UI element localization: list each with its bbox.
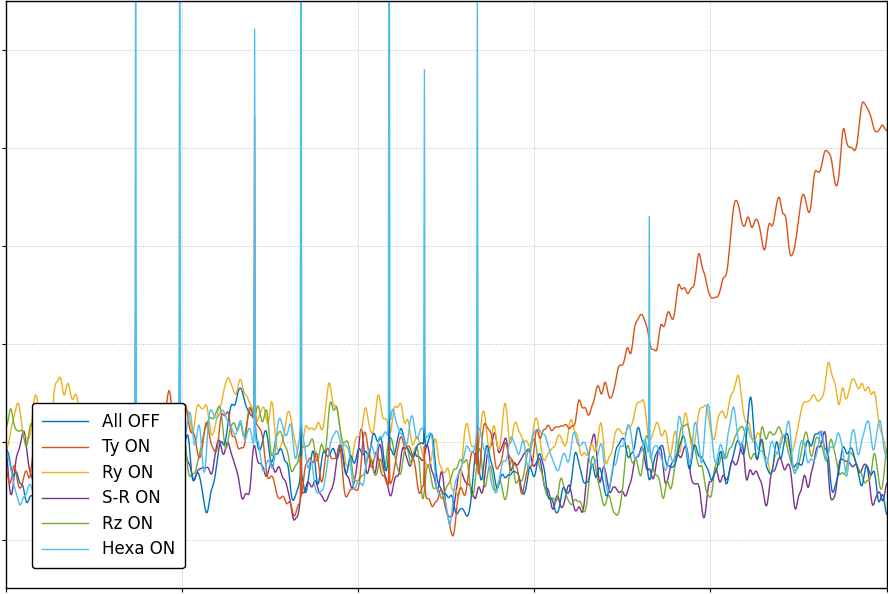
- Line: Rz ON: Rz ON: [5, 402, 886, 515]
- Ry ON: [881, 448, 888, 455]
- Rz ON: [881, 446, 888, 453]
- Rz ON: [482, 470, 493, 478]
- Hexa ON: [444, 521, 455, 528]
- All OFF: [483, 446, 494, 453]
- Hexa ON: [0, 451, 11, 459]
- Hexa ON: [117, 432, 128, 440]
- S-R ON: [150, 486, 161, 493]
- Ry ON: [464, 431, 474, 438]
- S-R ON: [0, 443, 11, 450]
- Ry ON: [148, 439, 159, 446]
- Ry ON: [383, 420, 393, 427]
- All OFF: [0, 446, 11, 453]
- Hexa ON: [148, 469, 159, 476]
- All OFF: [383, 452, 393, 459]
- Rz ON: [117, 461, 128, 468]
- Ty ON: [482, 425, 493, 432]
- Rz ON: [148, 433, 159, 440]
- Ty ON: [881, 127, 888, 134]
- Hexa ON: [464, 447, 475, 454]
- All OFF: [462, 513, 472, 520]
- Ty ON: [117, 446, 128, 453]
- Rz ON: [0, 424, 11, 431]
- Ry ON: [823, 359, 834, 366]
- S-R ON: [483, 446, 494, 453]
- Ty ON: [148, 446, 159, 453]
- S-R ON: [384, 489, 394, 497]
- Ty ON: [858, 99, 868, 106]
- All OFF: [117, 447, 128, 454]
- Ty ON: [0, 466, 11, 473]
- Line: S-R ON: S-R ON: [5, 425, 886, 539]
- All OFF: [297, 479, 308, 486]
- Line: Ry ON: Ry ON: [5, 362, 886, 496]
- Rz ON: [383, 440, 393, 447]
- Hexa ON: [881, 453, 888, 460]
- Ry ON: [0, 449, 11, 456]
- Rz ON: [325, 399, 336, 406]
- All OFF: [881, 511, 888, 518]
- Ty ON: [464, 463, 474, 470]
- S-R ON: [881, 480, 888, 487]
- Line: All OFF: All OFF: [5, 313, 886, 516]
- S-R ON: [98, 536, 108, 543]
- Ty ON: [383, 482, 393, 489]
- S-R ON: [67, 421, 78, 428]
- Line: Ty ON: Ty ON: [5, 102, 886, 536]
- Ry ON: [297, 446, 308, 453]
- Rz ON: [297, 443, 308, 450]
- Ry ON: [117, 420, 128, 427]
- All OFF: [464, 504, 475, 511]
- Hexa ON: [297, 432, 308, 440]
- S-R ON: [464, 482, 475, 489]
- Ry ON: [453, 492, 464, 500]
- S-R ON: [118, 491, 129, 498]
- Rz ON: [612, 511, 622, 519]
- Ry ON: [482, 438, 493, 445]
- All OFF: [149, 475, 160, 482]
- S-R ON: [298, 489, 309, 497]
- All OFF: [131, 309, 141, 317]
- Rz ON: [464, 473, 474, 481]
- Line: Hexa ON: Hexa ON: [5, 0, 886, 525]
- Ty ON: [448, 532, 458, 539]
- Hexa ON: [383, 431, 393, 438]
- Hexa ON: [483, 453, 494, 460]
- Legend: All OFF, Ty ON, Ry ON, S-R ON, Rz ON, Hexa ON: All OFF, Ty ON, Ry ON, S-R ON, Rz ON, He…: [31, 403, 185, 568]
- Ty ON: [297, 487, 308, 494]
